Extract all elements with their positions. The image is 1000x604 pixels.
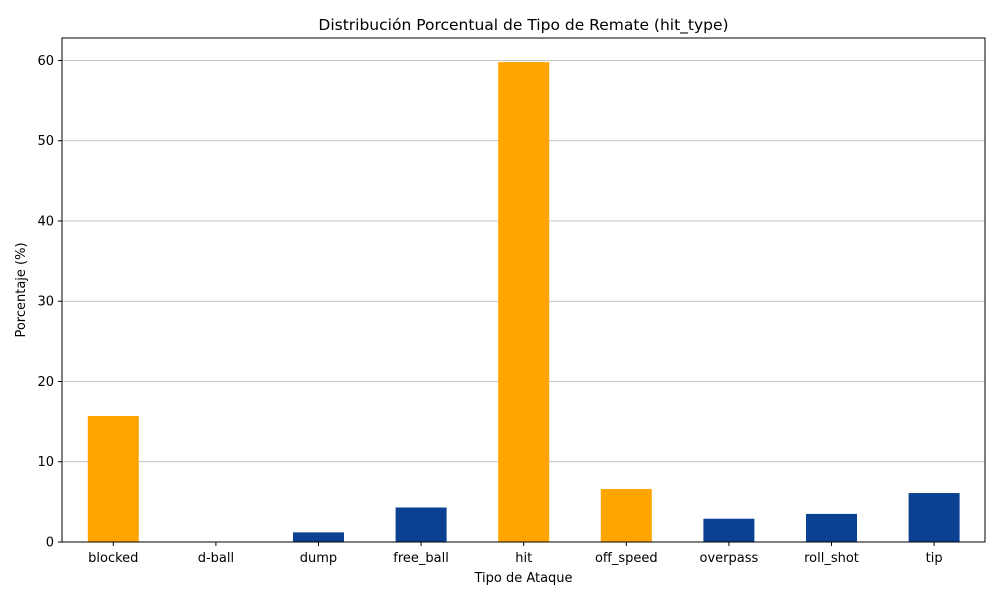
bar-overpass bbox=[703, 519, 754, 542]
bars bbox=[88, 62, 960, 542]
x-tick-label: blocked bbox=[88, 551, 138, 566]
x-tick-label: free_ball bbox=[393, 551, 449, 566]
y-tick-label: 30 bbox=[37, 295, 54, 310]
bar-roll_shot bbox=[806, 514, 857, 542]
bar-dump bbox=[293, 532, 344, 542]
bar-off_speed bbox=[601, 489, 652, 542]
bar-blocked bbox=[88, 416, 139, 542]
bar-tip bbox=[909, 493, 960, 542]
y-axis-label: Porcentaje (%) bbox=[14, 242, 29, 337]
x-tick-label: off_speed bbox=[595, 551, 658, 566]
y-tick-label: 40 bbox=[37, 214, 54, 229]
y-tick-label: 10 bbox=[37, 455, 54, 470]
x-tick-label: dump bbox=[300, 551, 337, 566]
x-tick-label: overpass bbox=[700, 551, 759, 566]
x-tick-label: hit bbox=[515, 551, 532, 566]
bar-free_ball bbox=[396, 507, 447, 542]
x-tick-label: d-ball bbox=[198, 551, 234, 566]
x-axis-ticks: blocked d-ball dump free_ball hit off_speed ov… bbox=[88, 542, 942, 566]
y-axis-ticks: 0 10 20 30 40 50 60 bbox=[37, 54, 62, 551]
y-tick-label: 0 bbox=[46, 536, 54, 551]
chart-title: Distribución Porcentual de Tipo de Remat… bbox=[318, 16, 728, 35]
bar-hit bbox=[498, 62, 549, 542]
x-axis-label: Tipo de Ataque bbox=[473, 571, 572, 586]
x-tick-label: tip bbox=[926, 551, 943, 566]
y-tick-label: 50 bbox=[37, 134, 54, 149]
y-tick-label: 20 bbox=[37, 375, 54, 390]
y-tick-label: 60 bbox=[37, 54, 54, 69]
x-tick-label: roll_shot bbox=[804, 551, 859, 566]
